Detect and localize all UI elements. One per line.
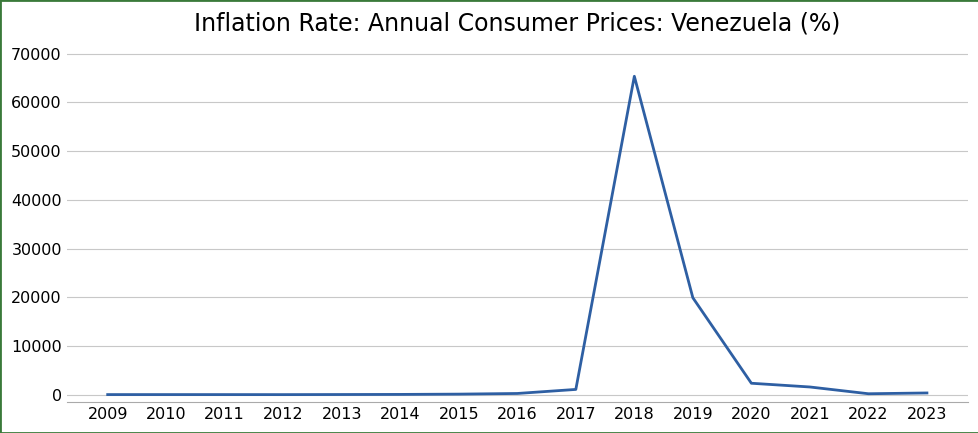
Title: Inflation Rate: Annual Consumer Prices: Venezuela (%): Inflation Rate: Annual Consumer Prices: … — [194, 11, 840, 35]
